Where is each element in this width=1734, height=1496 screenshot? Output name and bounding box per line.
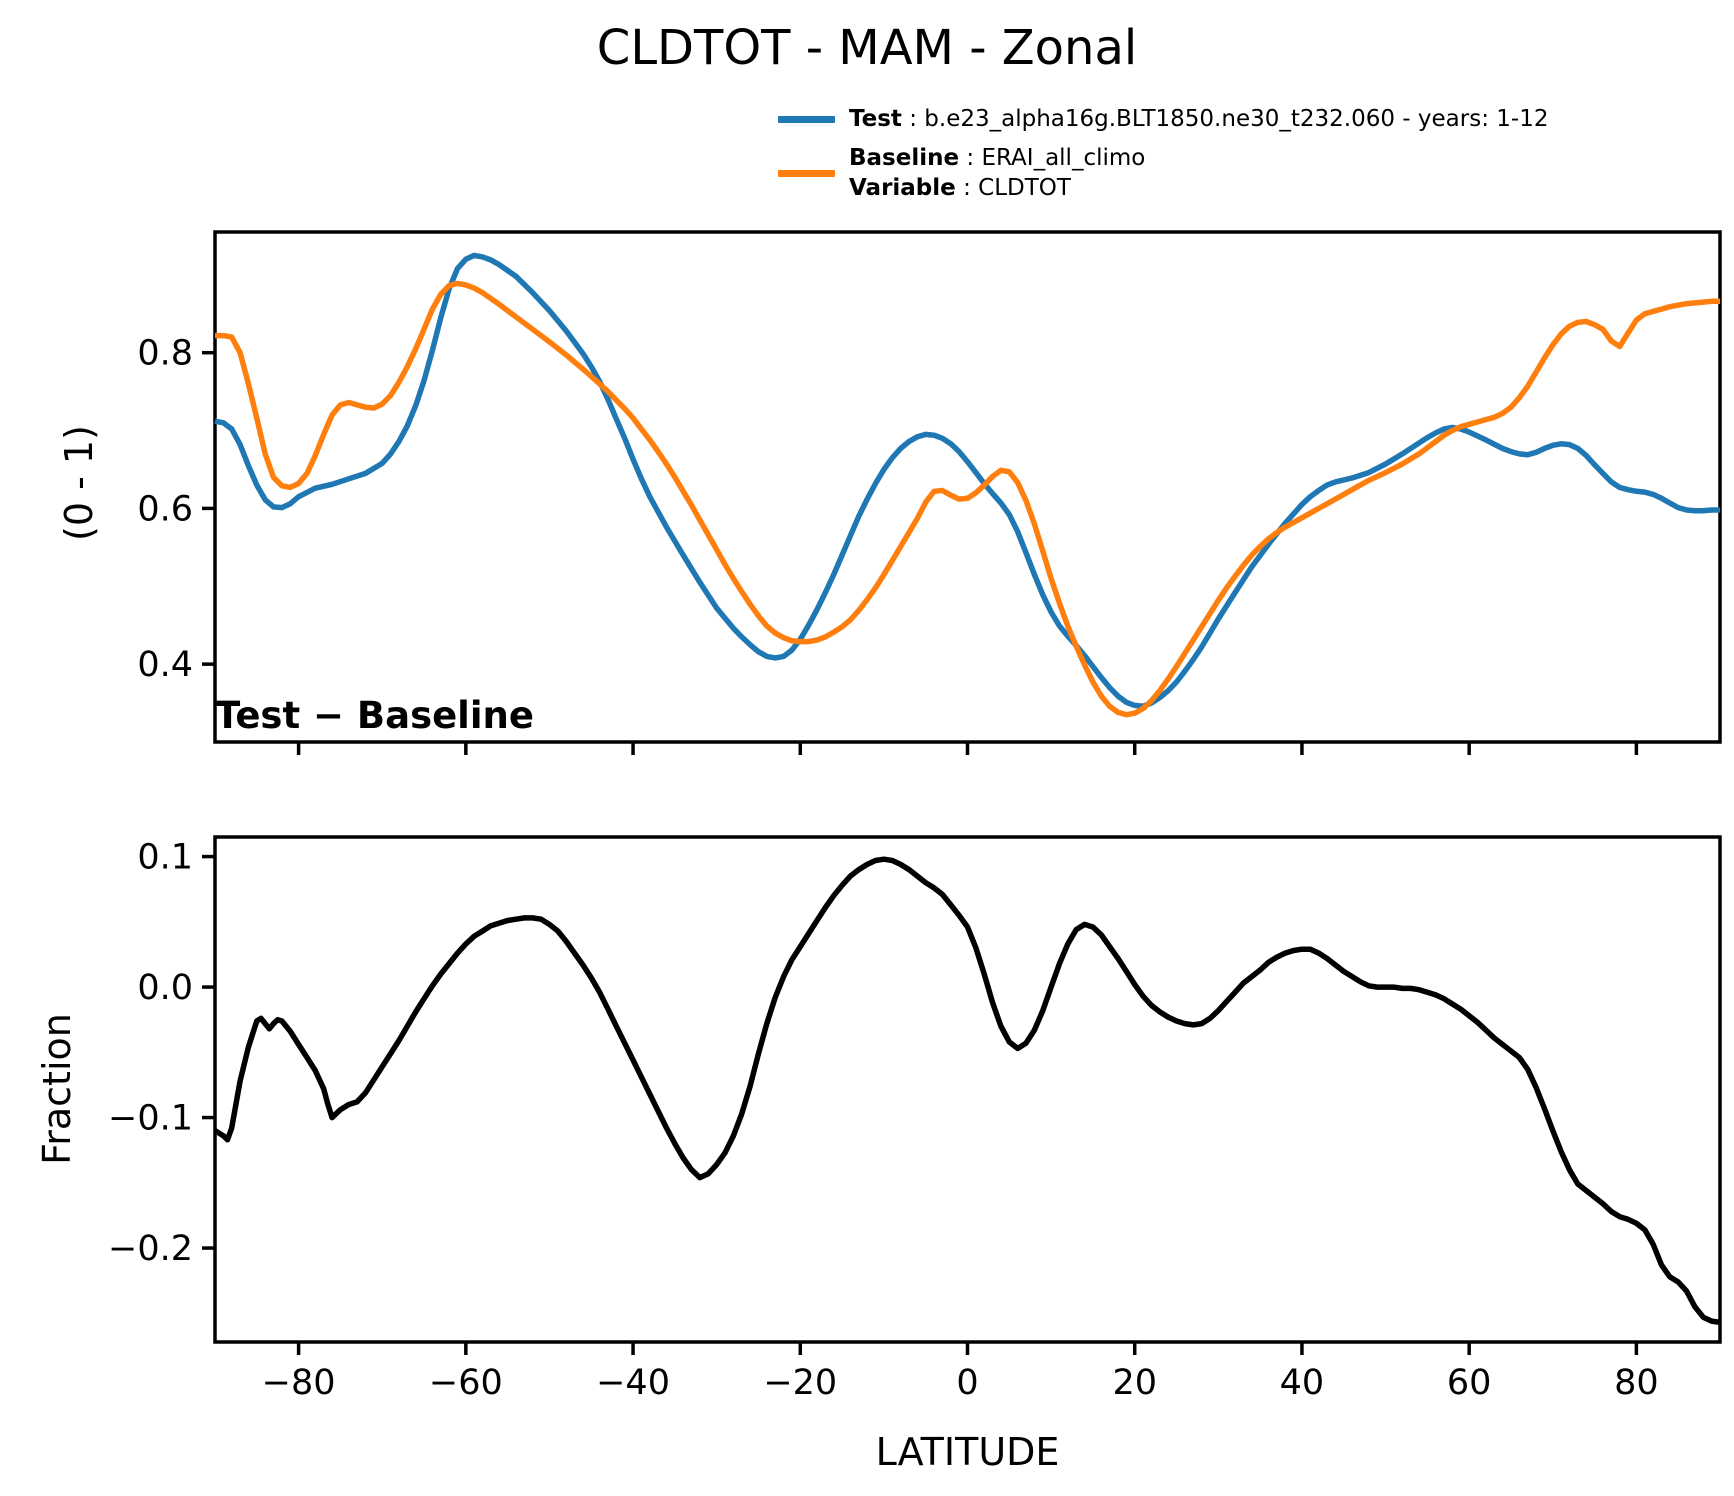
x-tick-label: 0 [956, 1363, 978, 1403]
legend-baseline-value: : ERAI_all_climo [959, 145, 1146, 171]
y-tick-label: 0.1 [137, 838, 193, 878]
x-tick-label: 20 [1112, 1363, 1157, 1403]
baseline-line-swatch [778, 169, 835, 177]
axes-frame [213, 835, 1722, 1344]
legend-variable-line2: Variable : CLDTOT [849, 173, 1145, 203]
x-tick-label: −20 [763, 1363, 837, 1403]
series-Baseline [215, 280, 1720, 718]
legend-test-value: : b.e23_alpha16g.BLT1850.ne30_t232.060 -… [901, 106, 1549, 132]
y-tick-label: 0.0 [137, 968, 193, 1008]
x-tick-label: 40 [1280, 1363, 1325, 1403]
test-line-swatch [778, 115, 835, 123]
legend: Test : b.e23_alpha16g.BLT1850.ne30_t232.… [778, 104, 1548, 212]
y-tick-label: −0.2 [108, 1229, 193, 1269]
x-tick-label: 80 [1614, 1363, 1659, 1403]
x-tick-label: −40 [596, 1363, 670, 1403]
legend-row-test: Test : b.e23_alpha16g.BLT1850.ne30_t232.… [778, 104, 1548, 134]
difference-axes: −80 −60 −40 −20 0 20 40 60 80 0.1 0.0 −0.1 −0.2 [108, 835, 1722, 1403]
y-tick-label: 0.8 [137, 334, 193, 374]
legend-baseline-line1: Baseline : ERAI_all_climo [849, 143, 1145, 173]
x-tick-label: 60 [1447, 1363, 1492, 1403]
difference-panel-title: Test − Baseline [215, 694, 534, 737]
legend-test-label: Test [849, 106, 902, 132]
y-tick-label: −0.1 [108, 1099, 193, 1139]
series-Test-minus-Baseline [213, 856, 1721, 1326]
series-Test [214, 252, 1720, 709]
y-tick-label: 0.6 [137, 489, 193, 529]
legend-variable-value: : CLDTOT [955, 175, 1071, 201]
legend-baseline-text: Baseline : ERAI_all_climo Variable : CLD… [849, 143, 1145, 203]
bottom-y-axis-label: Fraction [35, 1013, 79, 1165]
x-axis-label: LATITUDE [875, 1430, 1060, 1474]
y-tick-label: 0.4 [137, 645, 193, 685]
page-title: CLDTOT - MAM - Zonal [596, 20, 1138, 76]
x-tick-label: −80 [262, 1363, 336, 1403]
legend-row-baseline: Baseline : ERAI_all_climo Variable : CLD… [778, 143, 1548, 203]
top-axes: 0.4 0.6 0.8 [137, 230, 1722, 755]
top-y-axis-label: (0 - 1) [57, 425, 101, 541]
legend-baseline-label: Baseline [849, 145, 960, 171]
x-tick-label: −60 [429, 1363, 503, 1403]
legend-variable-label: Variable [849, 175, 956, 201]
legend-test-text: Test : b.e23_alpha16g.BLT1850.ne30_t232.… [849, 104, 1548, 134]
